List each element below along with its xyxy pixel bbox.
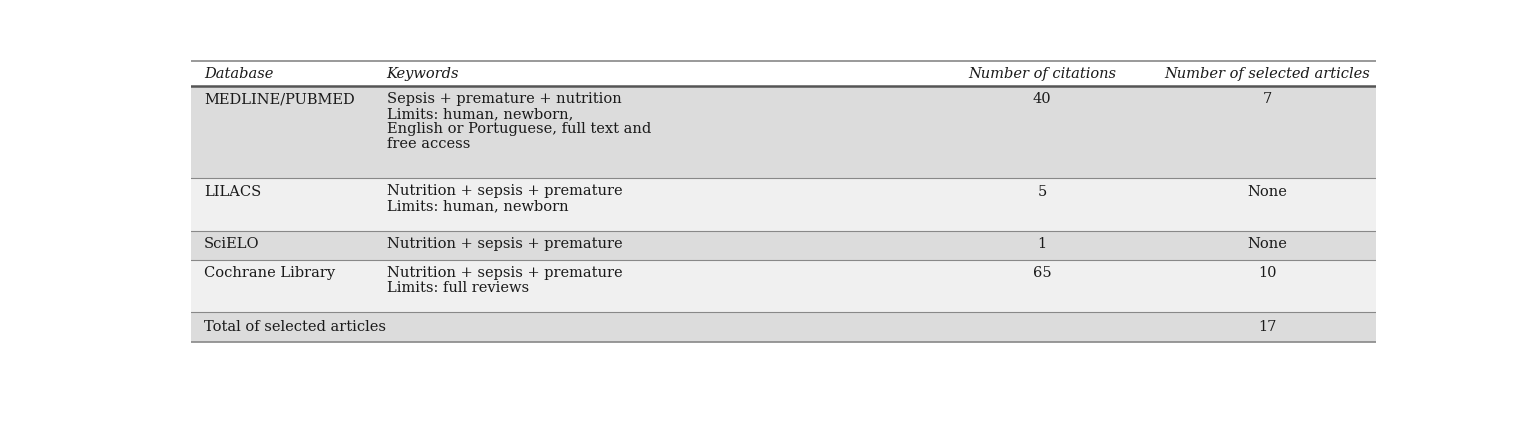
Text: Number of selected articles: Number of selected articles bbox=[1164, 67, 1370, 80]
Text: LILACS: LILACS bbox=[205, 184, 261, 198]
Bar bbox=[191, 260, 1376, 312]
Text: Nutrition + sepsis + premature: Nutrition + sepsis + premature bbox=[387, 237, 622, 251]
Text: English or Portuguese, full text and: English or Portuguese, full text and bbox=[387, 122, 651, 136]
Text: None: None bbox=[1248, 184, 1287, 198]
Bar bbox=[191, 179, 1376, 231]
Text: 10: 10 bbox=[1258, 266, 1277, 280]
Text: free access: free access bbox=[387, 137, 469, 151]
Text: Number of citations: Number of citations bbox=[968, 67, 1116, 80]
Bar bbox=[191, 61, 1376, 86]
Text: Nutrition + sepsis + premature: Nutrition + sepsis + premature bbox=[387, 266, 622, 280]
Text: SciELO: SciELO bbox=[205, 237, 260, 251]
Text: Sepsis + premature + nutrition: Sepsis + premature + nutrition bbox=[387, 92, 621, 106]
Text: 5: 5 bbox=[1037, 184, 1046, 198]
Text: Limits: human, newborn,: Limits: human, newborn, bbox=[387, 107, 573, 121]
Text: Limits: human, newborn: Limits: human, newborn bbox=[387, 200, 569, 213]
Text: Limits: full reviews: Limits: full reviews bbox=[387, 281, 529, 295]
Text: Nutrition + sepsis + premature: Nutrition + sepsis + premature bbox=[387, 184, 622, 198]
Text: MEDLINE/PUBMED: MEDLINE/PUBMED bbox=[205, 92, 355, 106]
Text: 7: 7 bbox=[1263, 92, 1272, 106]
Text: 40: 40 bbox=[1032, 92, 1052, 106]
Bar bbox=[191, 231, 1376, 260]
Bar bbox=[191, 312, 1376, 341]
Text: 17: 17 bbox=[1258, 320, 1277, 334]
Text: Cochrane Library: Cochrane Library bbox=[205, 266, 335, 280]
Text: Keywords: Keywords bbox=[387, 67, 459, 80]
Text: Total of selected articles: Total of selected articles bbox=[205, 320, 387, 334]
Text: None: None bbox=[1248, 237, 1287, 251]
Bar bbox=[191, 86, 1376, 179]
Text: 65: 65 bbox=[1032, 266, 1052, 280]
Text: Database: Database bbox=[205, 67, 274, 80]
Text: 1: 1 bbox=[1037, 237, 1046, 251]
